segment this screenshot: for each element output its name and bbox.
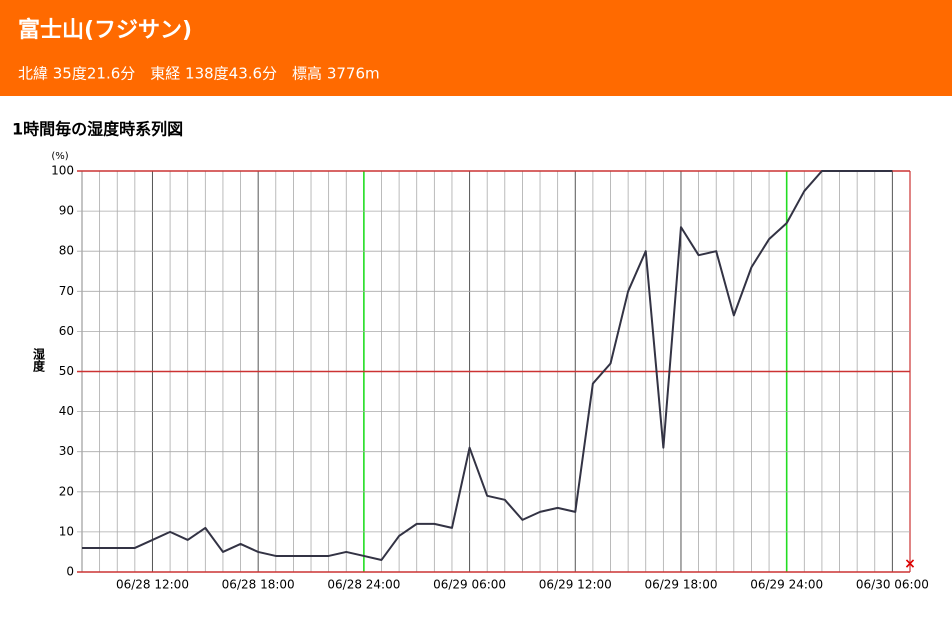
x-tick-label: 06/29 06:00 (433, 578, 506, 592)
y-unit: (%) (51, 151, 68, 162)
missing-marker: × (904, 556, 916, 572)
x-tick-label: 06/28 18:00 (222, 578, 295, 592)
y-axis-label: 湿度 (32, 347, 46, 373)
x-tick-label: 06/30 06:00 (856, 578, 929, 592)
y-tick-label: 60 (59, 324, 74, 338)
x-tick-label: 06/29 24:00 (750, 578, 823, 592)
y-tick-label: 80 (59, 244, 74, 258)
x-tick-label: 06/29 18:00 (644, 578, 717, 592)
y-tick-label: 30 (59, 444, 74, 458)
y-tick-label: 20 (59, 484, 74, 498)
x-tick-label: 06/29 12:00 (539, 578, 612, 592)
humidity-line (82, 170, 893, 561)
x-tick-label: 06/28 24:00 (327, 578, 400, 592)
x-tick-label: 06/28 12:00 (116, 578, 189, 592)
header-bar (0, 0, 952, 96)
y-tick-label: 10 (59, 524, 74, 538)
y-tick-label: 40 (59, 404, 74, 418)
page-title: 富士山(フジサン) (18, 17, 192, 43)
y-tick-label: 100 (51, 164, 74, 178)
y-tick-label: 70 (59, 284, 74, 298)
chart-title: 1時間毎の湿度時系列図 (12, 120, 183, 139)
location-info: 北緯 35度21.6分 東経 138度43.6分 標高 3776m (18, 65, 380, 83)
y-tick-label: 50 (59, 364, 74, 378)
y-tick-label: 90 (59, 204, 74, 218)
y-tick-label: 0 (66, 565, 74, 579)
